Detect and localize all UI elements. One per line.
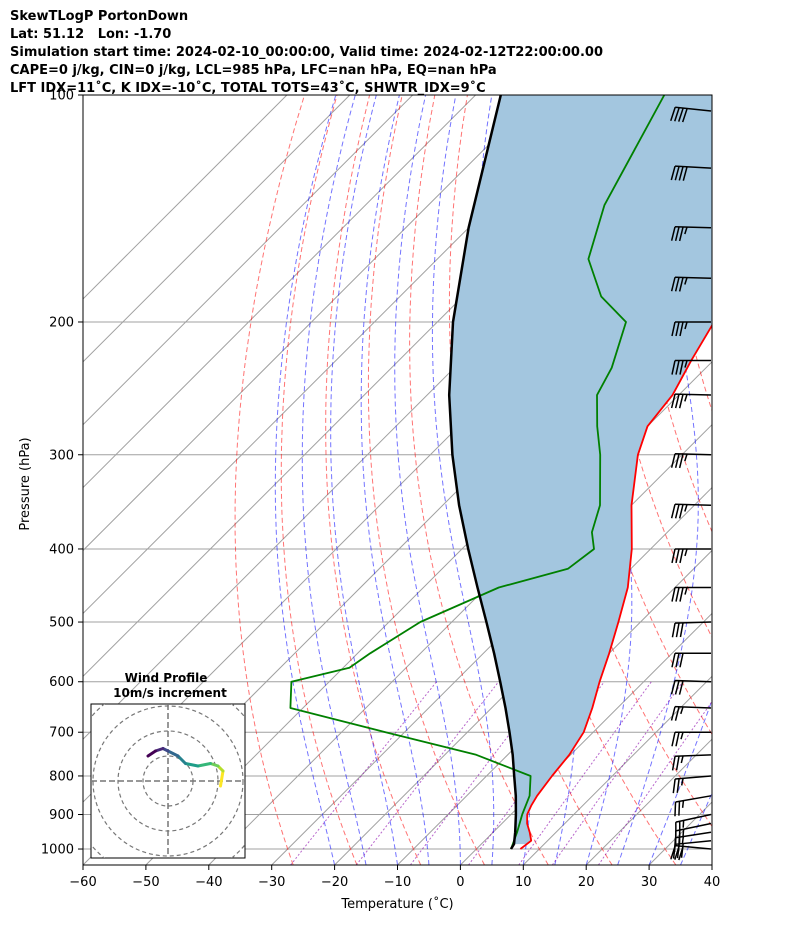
wind-barb bbox=[670, 106, 712, 123]
chart-header: SkewTLogP PortonDown Lat: 51.12 Lon: -1.… bbox=[10, 8, 603, 98]
y-axis-label: Pressure (hPa) bbox=[18, 437, 33, 530]
wind-barb bbox=[670, 503, 712, 519]
x-tick-label: −60 bbox=[69, 875, 96, 890]
y-tick-label: 400 bbox=[49, 542, 74, 557]
location-line: Lat: 51.12 Lon: -1.70 bbox=[10, 27, 172, 42]
isotherm-line bbox=[83, 95, 414, 426]
dry-adiabat-line bbox=[662, 95, 712, 413]
dry-adiabat-line bbox=[367, 95, 485, 865]
inset-subtitle: 10m/s increment bbox=[113, 686, 227, 700]
wind-barb bbox=[671, 321, 711, 337]
isotherm-line bbox=[83, 95, 476, 489]
mixing-ratio-line bbox=[551, 681, 684, 865]
isotherm-line bbox=[83, 95, 288, 300]
moist-adiabat-line bbox=[431, 95, 495, 865]
dry-adiabat-line bbox=[280, 95, 358, 865]
x-tick-label: 10 bbox=[515, 875, 532, 890]
wind-barb bbox=[671, 652, 711, 668]
moist-adiabat-line bbox=[330, 95, 398, 865]
wind-barb bbox=[670, 679, 712, 695]
hodograph-segment bbox=[184, 762, 200, 768]
y-tick-label: 200 bbox=[49, 315, 74, 330]
dewpoint-profile-line bbox=[289, 95, 666, 850]
x-tick-label: −40 bbox=[195, 875, 222, 890]
mixing-ratio-line bbox=[518, 681, 652, 865]
x-tick-label: −10 bbox=[384, 875, 411, 890]
hodograph-segment bbox=[146, 749, 157, 758]
isotherm-line bbox=[775, 95, 794, 865]
wind-barb bbox=[671, 621, 712, 638]
x-tick-label: −30 bbox=[258, 875, 285, 890]
hodograph-segment bbox=[219, 769, 225, 788]
isotherm-line bbox=[334, 486, 712, 865]
dry-adiabat-line bbox=[325, 95, 422, 865]
isotherm-line bbox=[83, 95, 539, 552]
wind-barb bbox=[671, 754, 712, 771]
mixing-ratio-line bbox=[290, 681, 437, 865]
wind-barb bbox=[671, 731, 711, 747]
wind-profile-inset: Wind Profile 10m/s increment bbox=[90, 671, 246, 859]
x-tick-label: 30 bbox=[641, 875, 658, 890]
x-axis-label: Temperature (˚C) bbox=[340, 896, 453, 912]
time-line: Simulation start time: 2024-02-10_00:00:… bbox=[10, 45, 603, 60]
hodograph-segment bbox=[166, 749, 180, 758]
y-tick-label: 800 bbox=[49, 769, 74, 784]
y-tick-label: 100 bbox=[49, 89, 74, 104]
mixing-ratio-line bbox=[597, 700, 712, 865]
y-tick-label: 900 bbox=[49, 808, 74, 823]
wind-barb bbox=[671, 586, 711, 602]
dry-adiabat-line bbox=[234, 95, 305, 865]
wind-barb bbox=[675, 813, 712, 837]
parcel-profile-line bbox=[447, 95, 518, 850]
moist-adiabat-line bbox=[394, 95, 461, 865]
cin-shaded-area bbox=[449, 95, 712, 845]
wind-barb bbox=[670, 165, 712, 181]
temperature-profile-line bbox=[519, 323, 712, 850]
y-tick-label: 300 bbox=[49, 448, 74, 463]
dry-adiabat-line bbox=[761, 95, 794, 865]
wind-barb bbox=[671, 359, 711, 375]
x-tick-label: 0 bbox=[456, 875, 464, 890]
indices-line: CAPE=0 j/kg, CIN=0 j/kg, LCL=985 hPa, LF… bbox=[10, 63, 497, 78]
wind-barb bbox=[671, 548, 711, 564]
y-tick-label: 500 bbox=[49, 616, 74, 631]
y-tick-label: 700 bbox=[49, 726, 74, 741]
hodograph-segment bbox=[196, 762, 212, 768]
moist-adiabat-line bbox=[360, 95, 430, 865]
inset-title: Wind Profile bbox=[125, 671, 208, 685]
wind-barb bbox=[674, 822, 712, 846]
x-tick-label: −20 bbox=[321, 875, 348, 890]
x-tick-label: −50 bbox=[132, 875, 159, 890]
x-tick-label: 40 bbox=[704, 875, 721, 890]
isotherm-line bbox=[711, 864, 712, 865]
wind-barb bbox=[670, 453, 712, 469]
dry-adiabat-line bbox=[728, 95, 794, 865]
y-tick-label: 1000 bbox=[41, 843, 74, 858]
moist-adiabat-line bbox=[301, 95, 367, 865]
moist-adiabat-line bbox=[274, 95, 337, 865]
wind-barb bbox=[670, 276, 712, 292]
x-tick-label: 20 bbox=[578, 875, 595, 890]
moist-adiabat-line bbox=[680, 791, 712, 865]
chart-title: SkewTLogP PortonDown bbox=[10, 9, 189, 24]
wind-barb bbox=[670, 705, 712, 721]
isotherm-line bbox=[460, 612, 712, 865]
isotherm-line bbox=[522, 675, 712, 865]
isotherm-line bbox=[83, 95, 351, 363]
indices-line-2: LFT IDX=11˚C, K IDX=-10˚C, TOTAL TOTS=43… bbox=[10, 81, 486, 96]
wind-barb bbox=[672, 775, 712, 794]
wind-barb bbox=[670, 226, 712, 242]
moist-adiabat-line bbox=[617, 95, 699, 865]
moist-adiabat-line bbox=[648, 698, 712, 865]
wind-barb bbox=[674, 795, 712, 817]
main-plot-area bbox=[83, 95, 794, 865]
y-tick-label: 600 bbox=[49, 675, 74, 690]
hodograph-segment bbox=[176, 754, 187, 765]
wind-barb bbox=[670, 393, 712, 409]
